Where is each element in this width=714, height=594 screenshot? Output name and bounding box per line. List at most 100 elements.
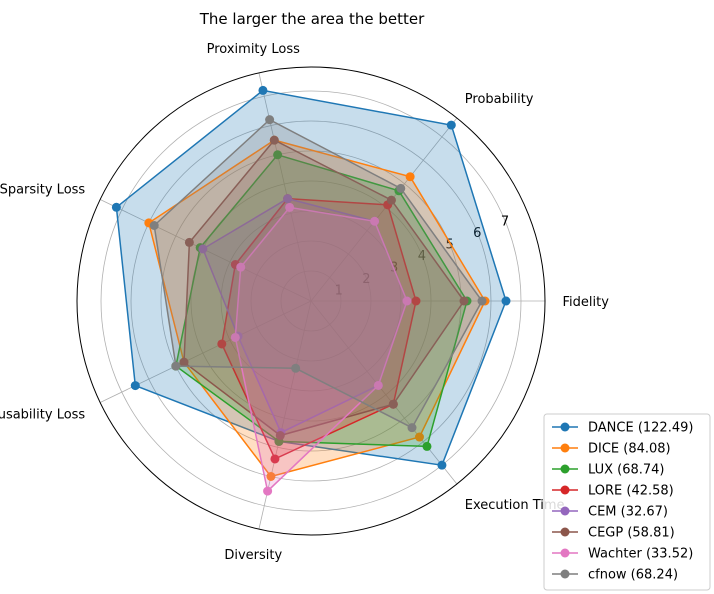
data-point-dice-probability <box>405 172 415 182</box>
data-point-dance-probability <box>446 120 456 130</box>
legend-label-cfnow: cfnow (68.24) <box>588 568 678 583</box>
data-point-dice-diversity <box>266 471 276 481</box>
legend-label-lux: LUX (68.74) <box>588 463 665 478</box>
data-point-wachter-plausability-loss <box>230 332 240 342</box>
legend: DANCE (122.49) DICE (84.08) LUX (68.74) LOR… <box>543 413 711 591</box>
data-point-cfnow-diversity <box>291 363 301 373</box>
legend-label-dice: DICE (84.08) <box>588 442 671 457</box>
series-layer <box>111 85 511 496</box>
axis-label-probability: Probability <box>465 92 534 107</box>
radial-tick-label: 5 <box>445 238 453 253</box>
data-point-dance-fidelity <box>501 296 511 306</box>
series-cegp <box>179 135 469 441</box>
data-point-cfnow-proximity-loss <box>265 115 275 125</box>
series-line <box>115 89 507 467</box>
radial-tick-label: 6 <box>473 226 481 241</box>
outer-frame <box>76 66 546 536</box>
axis-label-fidelity: Fidelity <box>563 295 610 310</box>
series-line <box>221 197 417 460</box>
data-point-cegp-fidelity <box>459 296 469 306</box>
series-line <box>234 206 408 493</box>
series-line <box>183 139 465 437</box>
data-point-lux-proximity-loss <box>273 150 283 160</box>
data-point-cegp-sparsity-loss <box>184 237 194 247</box>
legend-box <box>543 413 711 591</box>
legend-item-wachter: Wachter (33.52) <box>552 547 693 562</box>
data-point-lore-diversity <box>270 454 280 464</box>
data-point-wachter-execution-time <box>373 380 383 390</box>
data-point-wachter-proximity-loss <box>285 202 295 212</box>
data-point-lore-fidelity <box>411 296 421 306</box>
chart-title: The larger the area the better <box>199 10 425 28</box>
radial-tick-label: 7 <box>501 215 509 230</box>
axis-label-proximity-loss: Proximity Loss <box>207 42 300 57</box>
legend-item-lux: LUX (68.74) <box>552 463 665 478</box>
legend-item-dice: DICE (84.08) <box>552 442 671 457</box>
radial-tick-label: 4 <box>418 249 426 264</box>
data-point-cfnow-sparsity-loss <box>149 221 159 231</box>
series-line <box>201 197 408 434</box>
legend-marker <box>560 422 570 432</box>
radial-tick-label: 1 <box>335 284 343 299</box>
axis-label-sparsity-loss: Sparsity Loss <box>0 182 85 197</box>
legend-marker <box>560 527 570 537</box>
series-area <box>221 198 416 459</box>
axis-label-execution-time: Execution Time <box>465 498 565 513</box>
legend-label-lore: LORE (42.58) <box>588 484 674 499</box>
spoke-probability <box>310 117 458 302</box>
data-point-cegp-execution-time <box>388 399 398 409</box>
axis-label-diversity: Diversity <box>224 548 282 563</box>
data-point-cegp-proximity-loss <box>269 135 279 145</box>
spoke-execution-time <box>310 300 458 485</box>
data-point-cfnow-probability <box>396 183 406 193</box>
legend-marker <box>560 506 570 516</box>
series-dance <box>111 85 511 470</box>
legend-label-cegp: CEGP (58.81) <box>588 526 675 541</box>
data-point-wachter-fidelity <box>402 296 412 306</box>
legend-item-lore: LORE (42.58) <box>552 484 674 499</box>
data-point-cem-sparsity-loss <box>198 244 208 254</box>
data-point-lux-execution-time <box>422 441 432 451</box>
data-point-cfnow-execution-time <box>407 423 417 433</box>
axis-labels: Fidelity Probability Proximity Loss Sparsit… <box>0 42 609 563</box>
data-point-wachter-sparsity-loss <box>236 262 246 272</box>
series-line <box>153 118 483 429</box>
data-point-dance-execution-time <box>437 460 447 470</box>
series-area <box>154 119 482 428</box>
series-area <box>235 207 407 492</box>
data-point-dance-proximity-loss <box>258 85 268 95</box>
legend-label-wachter: Wachter (33.52) <box>588 547 693 562</box>
series-area <box>116 90 507 466</box>
data-point-cegp-plausability-loss <box>179 357 189 367</box>
data-point-dance-plausability-loss <box>130 381 140 391</box>
legend-item-cfnow: cfnow (68.24) <box>552 568 678 583</box>
legend-item-dance: DANCE (122.49) <box>552 421 693 436</box>
data-point-dance-sparsity-loss <box>111 202 121 212</box>
legend-marker <box>560 443 570 453</box>
legend-item-cegp: CEGP (58.81) <box>552 526 675 541</box>
series-wachter <box>230 202 412 496</box>
data-point-cem-proximity-loss <box>283 194 293 204</box>
radial-tick-label: 2 <box>362 272 370 287</box>
legend-label-cem: CEM (32.67) <box>588 505 668 520</box>
data-point-dice-execution-time <box>414 432 424 442</box>
spoke-proximity-loss <box>258 72 312 302</box>
legend-item-cem: CEM (32.67) <box>552 505 668 520</box>
data-point-lore-plausability-loss <box>217 339 227 349</box>
axis-label-plausability-loss: Plausability Loss <box>0 408 85 423</box>
data-point-wachter-probability <box>370 216 380 226</box>
data-point-cfnow-plausability-loss <box>171 361 181 371</box>
data-point-cegp-probability <box>386 195 396 205</box>
series-line <box>147 139 486 478</box>
series-area <box>184 140 464 436</box>
data-point-cegp-diversity <box>275 431 285 441</box>
legend-marker <box>560 464 570 474</box>
series-area <box>202 198 407 433</box>
legend-label-dance: DANCE (122.49) <box>588 421 693 436</box>
series-cfnow <box>149 115 487 433</box>
data-point-wachter-diversity <box>263 486 273 496</box>
series-line <box>175 153 468 448</box>
data-point-cfnow-fidelity <box>477 296 487 306</box>
legend-marker <box>560 569 570 579</box>
